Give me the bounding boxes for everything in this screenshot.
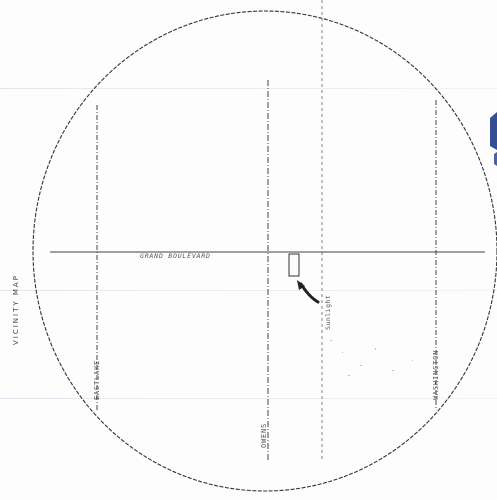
- blue-edge-artifact-small: [494, 152, 497, 166]
- site-marker-icon: [288, 253, 300, 277]
- blue-edge-artifact: [490, 112, 497, 150]
- map-title: VICINITY MAP: [12, 274, 20, 345]
- label-sunlight: Sunlight: [324, 295, 332, 330]
- scan-artifact-line-bottom: [0, 398, 497, 399]
- label-owens: OWENS: [260, 423, 268, 448]
- scan-artifact-line-middle: [0, 290, 497, 291]
- label-eastlake: EASTLAKE: [93, 360, 101, 400]
- pointer-arrow-head-icon: [297, 280, 305, 290]
- scan-artifact-line-top: [0, 88, 497, 89]
- label-washington: WASHINGTON: [432, 350, 440, 400]
- scan-noise: [330, 340, 413, 376]
- label-grand-boulevard: GRAND BOULEVARD: [140, 252, 211, 260]
- map-circle-boundary: [32, 10, 497, 492]
